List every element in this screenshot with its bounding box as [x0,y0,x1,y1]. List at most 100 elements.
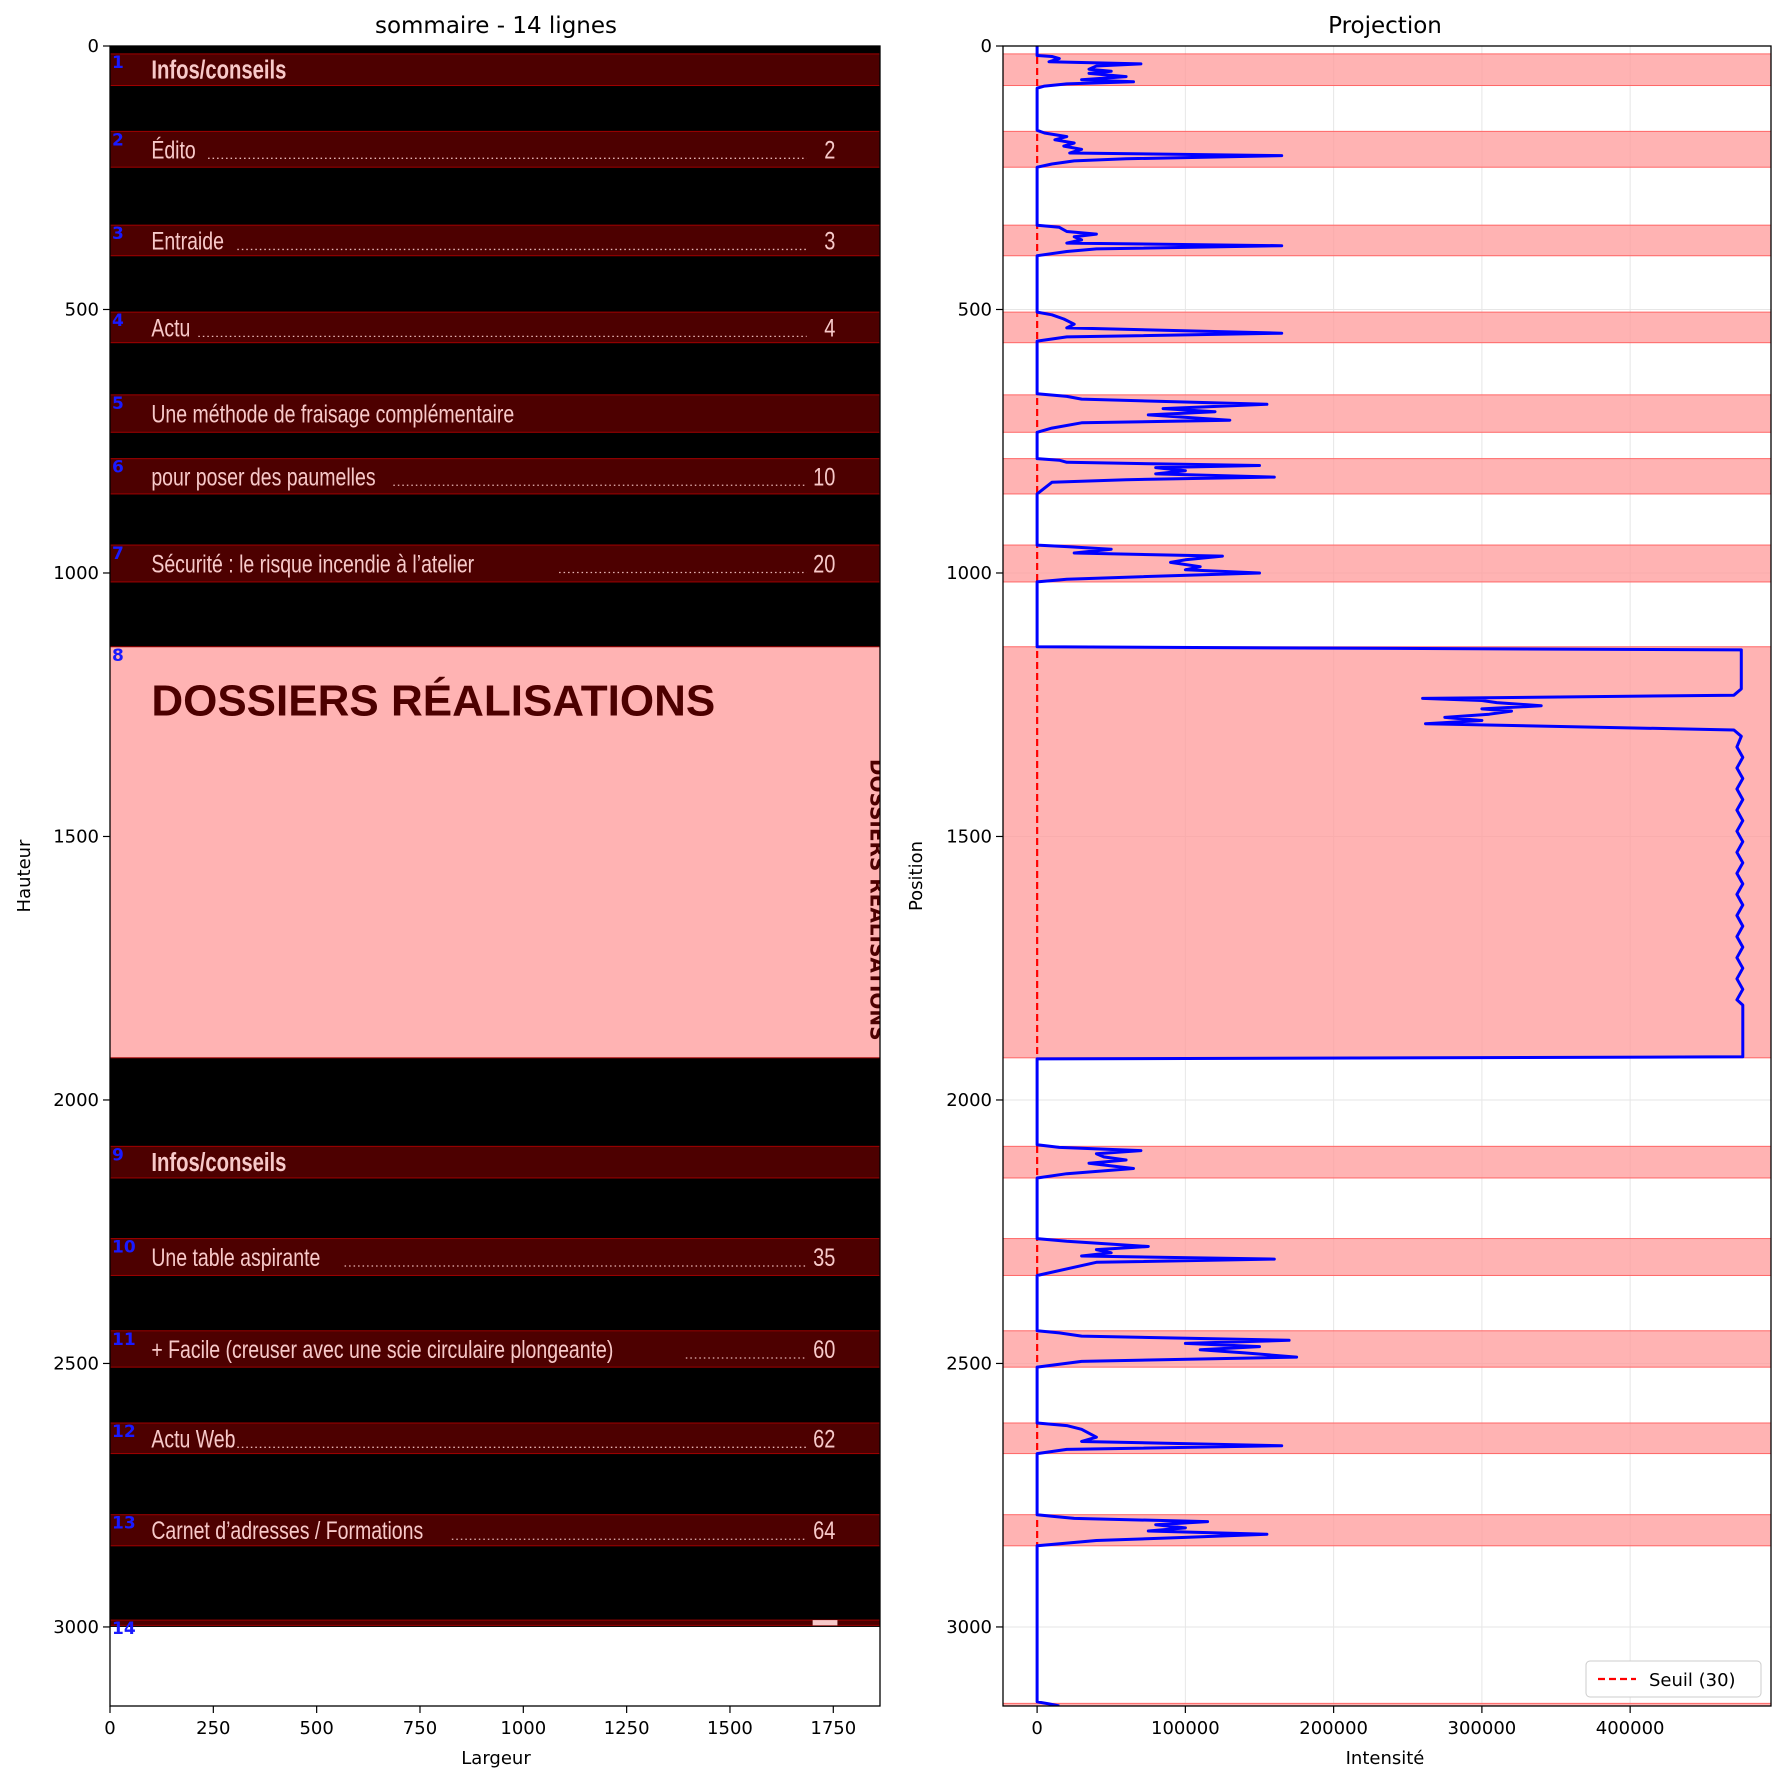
line-page-13: 64 [813,1517,835,1545]
line-band-6 [110,458,880,495]
right-bands [1003,53,1771,1706]
right-ytick-label-1500: 1500 [946,826,992,847]
right-ytick-label-1000: 1000 [946,563,992,584]
right-plot-frame [1002,45,1772,1707]
left-panel-title: sommaire - 14 lignes [375,13,617,39]
line-text-8: DOSSIERS RÉALISATIONS [151,675,715,725]
line-text-7: Sécurité : le risque incendie à l’atelie… [151,550,474,578]
left-ytick-label-500: 500 [65,299,99,320]
line-number-1: 1 [112,53,124,73]
line-number-8: 8 [112,646,124,666]
line-number-2: 2 [112,130,124,150]
line-text-5: Une méthode de fraisage complémentaire [151,400,514,428]
right-ylabel: Position [906,841,927,911]
left-xtick-label-0: 0 [104,1718,115,1739]
detected-line-band-8 [1003,646,1771,1059]
line-number-3: 3 [112,224,124,244]
line-page-7: 20 [813,550,835,578]
line-band-2 [110,130,880,168]
right-series [1035,46,1745,1706]
left-xtick-label-250: 250 [196,1718,230,1739]
left-xtick-label-750: 750 [403,1718,437,1739]
line-text-10: Une table aspirante [151,1244,320,1272]
line-band-10 [110,1238,880,1276]
legend-box [1585,1660,1762,1698]
detected-line-band-4 [1003,311,1771,344]
left-xtick-label-500: 500 [299,1718,333,1739]
left-plot-area: 1 Infos/conseils 2 Édito 2 3 Entraide 3 4 Actu 4 5 U… [110,46,889,1706]
line-page-10: 35 [813,1244,835,1272]
left-xtick-label-1250: 1250 [604,1718,650,1739]
right-ytick-label-500: 500 [958,299,992,320]
line-number-7: 7 [112,544,124,564]
left-panel-sommaire: sommaire - 14 lignes 1 Infos/conseils 2 Édi… [14,13,889,1769]
left-ytick-label-2000: 2000 [53,1090,99,1111]
right-xtick-label-100000: 100000 [1151,1718,1220,1739]
line-number-12: 12 [112,1422,136,1442]
line-number-5: 5 [112,394,124,414]
detected-line-band-9 [1003,1145,1771,1179]
line-band-14 [110,1619,880,1626]
line-text-3: Entraide [151,227,224,255]
line-band-11 [110,1330,880,1368]
right-xtick-label-200000: 200000 [1299,1718,1368,1739]
legend-threshold-label: Seuil (30) [1649,1670,1736,1691]
line-page-3: 3 [824,227,835,255]
left-ytick-label-2500: 2500 [53,1353,99,1374]
line-text-13: Carnet d’adresses / Formations [151,1517,423,1545]
right-panel-projection: Projection 0 100000 200000 300000 400000 0 50… [906,13,1772,1769]
left-content: 1 Infos/conseils 2 Édito 2 3 Entraide 3 4 Actu 4 5 U… [110,46,889,1639]
right-ytick-label-0: 0 [981,36,992,57]
left-ytick-label-3000: 3000 [53,1617,99,1638]
left-xticks: 0 250 500 750 1000 1250 1500 1750 [104,1706,856,1739]
right-xtick-label-300000: 300000 [1448,1718,1517,1739]
right-xlabel: Intensité [1346,1748,1425,1769]
line-band-3 [110,224,880,257]
left-ytick-label-1000: 1000 [53,563,99,584]
line-number-14: 14 [112,1619,136,1639]
projection-series-line [1035,46,1745,1706]
line-number-6: 6 [112,458,124,478]
right-ytick-label-2500: 2500 [946,1353,992,1374]
line-band-12 [110,1422,880,1455]
right-xticks: 0 100000 200000 300000 400000 [1031,1706,1665,1739]
left-xlabel: Largeur [461,1748,531,1769]
line-number-11: 11 [112,1330,136,1350]
line-band-4 [110,311,880,344]
line-page-4: 4 [824,314,835,342]
line-page-12: 62 [813,1425,835,1453]
right-xtick-label-400000: 400000 [1596,1718,1665,1739]
detected-line-band-3 [1003,224,1771,257]
line-number-13: 13 [112,1514,136,1534]
left-xtick-label-1000: 1000 [500,1718,546,1739]
side-text: DOSSIERS RÉALISATIONS [865,759,889,1041]
right-plot-area [1003,46,1771,1706]
line-text-4: Actu [151,314,190,342]
line-band-13 [110,1514,880,1547]
line-number-9: 9 [112,1145,124,1165]
left-ytick-label-1500: 1500 [53,826,99,847]
left-plot-frame [109,45,881,1707]
left-yticks: 0 500 1000 1500 2000 2500 3000 [53,36,110,1638]
right-xtick-label-0: 0 [1031,1718,1042,1739]
line-band-1 [110,53,880,87]
line-band-8 [110,646,880,1059]
left-ytick-label-0: 0 [88,36,99,57]
detected-line-band-14 [1003,1702,1771,1706]
line-text-1: Infos/conseils [151,55,286,84]
line-number-10: 10 [112,1238,136,1258]
line-text-6: pour poser des paumelles [151,463,375,491]
line-text-9: Infos/conseils [151,1148,286,1177]
right-yticks: 0 500 1000 1500 2000 2500 3000 [946,36,1003,1638]
line-number-4: 4 [112,311,124,331]
line-band-5 [110,394,880,433]
line-text-2: Édito [151,136,195,164]
line-band-9 [110,1145,880,1179]
line-page-11: 60 [813,1336,835,1364]
line-text-11: + Facile (creuser avec une scie circulai… [151,1336,613,1364]
line-14-fragment [812,1620,838,1626]
detected-line-band-2 [1003,130,1771,168]
line-page-6: 10 [813,463,835,491]
line-page-2: 2 [824,136,835,164]
